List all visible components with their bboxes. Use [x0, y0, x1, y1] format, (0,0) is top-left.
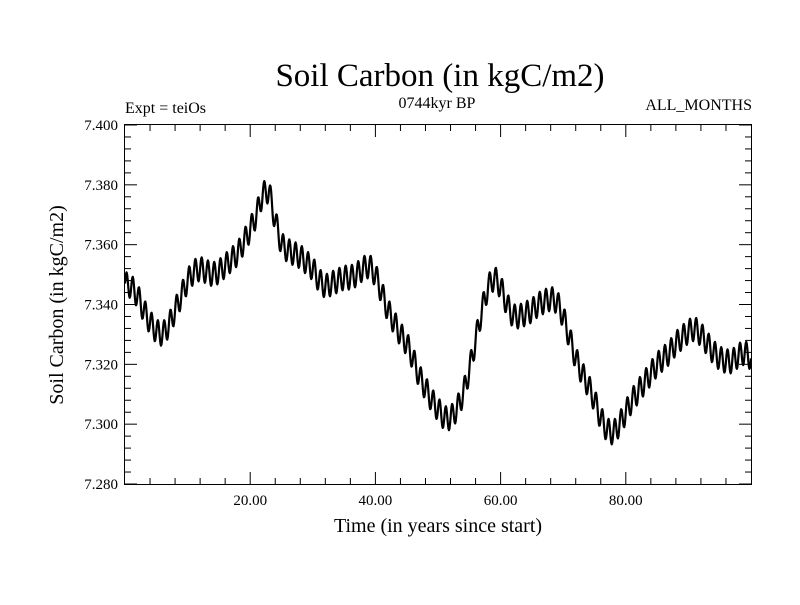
- x-axis-label: Time (in years since start): [334, 515, 542, 537]
- x-tick-label: 60.00: [484, 493, 518, 509]
- y-tick-label: 7.380: [84, 178, 118, 194]
- y-tick-label: 7.400: [84, 118, 118, 134]
- y-tick-label: 7.360: [84, 238, 118, 254]
- y-tick-label: 7.340: [84, 298, 118, 314]
- plot-frame: [124, 124, 752, 485]
- experiment-label: Expt = teiOs: [125, 100, 206, 117]
- months-label: ALL_MONTHS: [645, 97, 752, 114]
- y-tick-label: 7.300: [84, 417, 118, 433]
- y-axis-label: Soil Carbon (in kgC/m2): [46, 205, 68, 404]
- y-tick-label: 7.320: [84, 357, 118, 373]
- period-label: 0744kyr BP: [399, 95, 476, 112]
- x-tick-label: 20.00: [233, 493, 267, 509]
- y-tick-label: 7.280: [84, 477, 118, 493]
- x-tick-label: 80.00: [609, 493, 643, 509]
- x-tick-label: 40.00: [359, 493, 393, 509]
- soil-carbon-series-line: [123, 179, 753, 446]
- chart-title: Soil Carbon (in kgC/m2): [275, 58, 604, 94]
